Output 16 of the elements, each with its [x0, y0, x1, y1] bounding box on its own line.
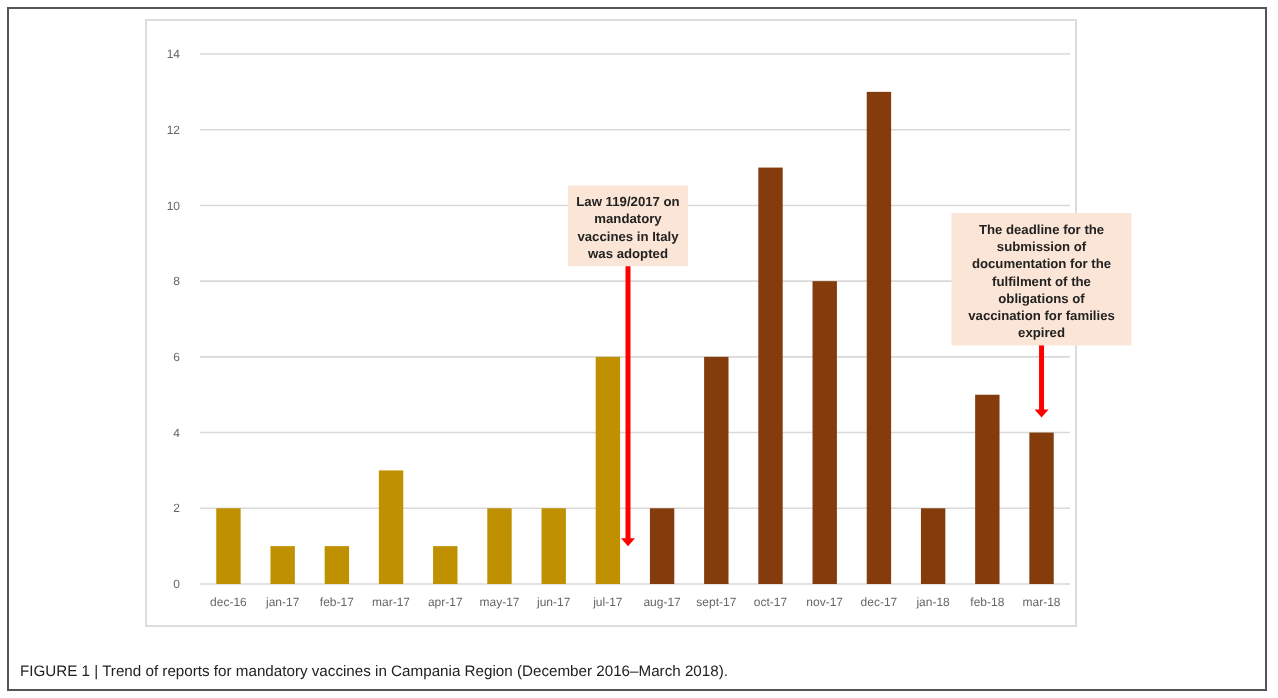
bar — [541, 508, 566, 584]
bar — [433, 546, 458, 584]
bar — [216, 508, 241, 584]
bar — [812, 281, 837, 584]
bar — [595, 356, 621, 584]
bar — [704, 356, 729, 584]
bar — [270, 546, 295, 584]
bar — [487, 508, 512, 584]
bar — [920, 508, 946, 584]
bar — [378, 470, 404, 584]
bar — [758, 167, 783, 584]
bar — [649, 508, 675, 584]
bar — [324, 546, 350, 584]
bar — [1029, 432, 1054, 584]
bar — [975, 394, 1000, 584]
bar — [866, 91, 892, 584]
